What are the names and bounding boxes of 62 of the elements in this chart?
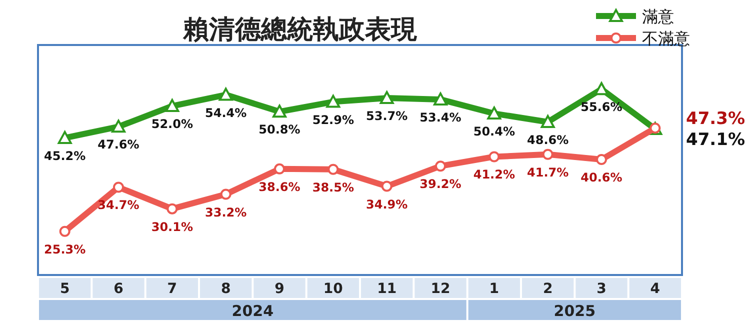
x-tick-label: 4 — [650, 281, 660, 297]
text: 2025 — [554, 302, 596, 320]
data-label: 38.6% — [258, 180, 300, 194]
x-tick-label: 6 — [114, 281, 124, 297]
data-label: 34.7% — [98, 198, 140, 212]
point — [113, 182, 124, 193]
data-label: 45.2% — [44, 148, 86, 163]
data-label: 41.2% — [473, 168, 515, 182]
point — [542, 148, 554, 160]
point — [112, 120, 126, 133]
data-label: 40.6% — [580, 170, 622, 185]
point — [165, 99, 180, 112]
data-label: 54.4% — [205, 106, 247, 120]
data-label: 47.1% — [686, 130, 745, 150]
point — [59, 226, 70, 237]
data-label: 50.8% — [258, 122, 300, 137]
x-tick-label: 10 — [323, 281, 344, 297]
x-tick-label: 11 — [377, 281, 397, 297]
point — [596, 154, 607, 166]
point — [434, 92, 448, 106]
point — [218, 88, 233, 101]
legend-label: 不滿意 — [642, 29, 690, 48]
data-label: 34.9% — [366, 197, 408, 212]
x-tick-label: 1 — [489, 281, 500, 297]
data-label: 39.2% — [420, 177, 462, 192]
point — [380, 91, 394, 104]
data-label: 52.0% — [151, 117, 193, 132]
point — [58, 130, 72, 144]
data-label: 33.2% — [205, 205, 247, 220]
x-tick-label: 5 — [60, 281, 70, 297]
x-tick-label: 9 — [274, 281, 284, 297]
point — [487, 106, 502, 120]
data-label: 53.7% — [366, 109, 408, 124]
point — [166, 203, 178, 214]
data-label: 25.3% — [44, 242, 86, 256]
data-label: 48.6% — [527, 132, 569, 147]
x-tick-label: 8 — [220, 281, 231, 297]
data-label: 47.6% — [98, 138, 140, 152]
data-label: 41.7% — [527, 165, 569, 180]
data-label: 50.4% — [473, 124, 515, 139]
point — [220, 188, 232, 200]
x-tick-label: 12 — [430, 281, 450, 297]
point — [326, 94, 340, 108]
point — [381, 180, 392, 192]
x-tick-label: 3 — [596, 281, 606, 297]
point — [435, 160, 446, 172]
data-label: 38.5% — [312, 180, 354, 194]
chart-title: 賴清德總統執政表現 — [182, 15, 418, 45]
data-label: 55.6% — [580, 100, 622, 114]
text: 2024 — [232, 302, 274, 320]
point — [328, 164, 339, 175]
x-tick-label: 2 — [542, 281, 553, 297]
data-label: 53.4% — [420, 110, 462, 124]
data-label: 47.3% — [686, 109, 745, 130]
data-label: 52.9% — [312, 112, 354, 127]
point — [540, 114, 555, 128]
x-tick-label: 7 — [167, 281, 178, 297]
point — [272, 104, 286, 118]
point — [274, 163, 285, 174]
legend-label: 滿意 — [642, 7, 674, 26]
point — [488, 151, 500, 162]
data-label: 30.1% — [151, 220, 193, 234]
